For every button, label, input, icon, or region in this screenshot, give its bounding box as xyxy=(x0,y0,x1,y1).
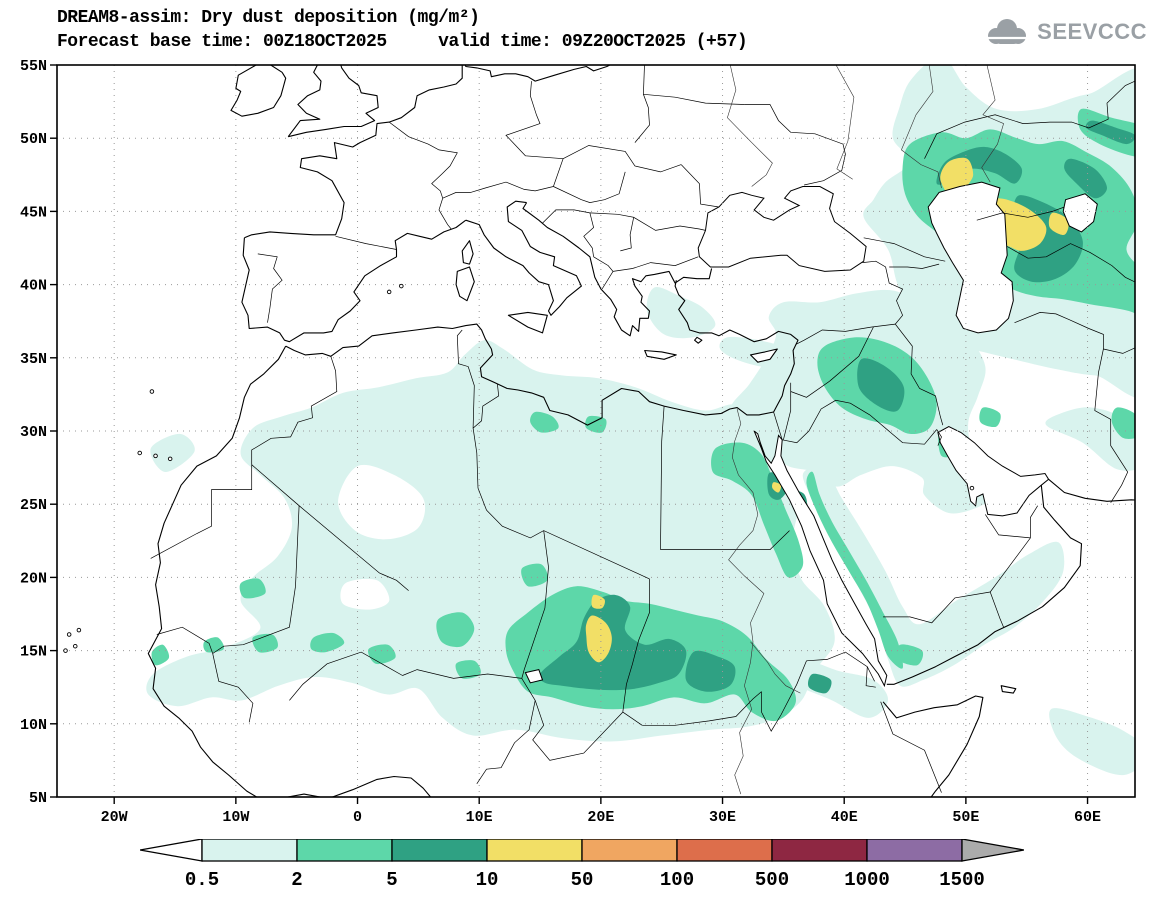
water-bodies xyxy=(524,181,1098,688)
rivers xyxy=(727,65,1004,795)
colorbar-segment xyxy=(866,839,963,862)
lat-label: 55N xyxy=(20,58,47,75)
lon-label: 50E xyxy=(952,809,979,826)
lat-label: 10N xyxy=(20,717,47,734)
legend-value: 2 xyxy=(291,869,302,891)
logo-text: SEEVCCC xyxy=(1037,19,1147,44)
colorbar-arrow-above xyxy=(961,839,1024,862)
lon-label: 40E xyxy=(831,809,858,826)
colorbar-segment xyxy=(201,839,298,862)
lon-label: 20W xyxy=(101,809,128,826)
seevccc-logo: SEEVCCC xyxy=(984,18,1147,46)
colorbar-segment xyxy=(391,839,488,862)
colorbar-segment xyxy=(676,839,773,862)
colorbar-segment xyxy=(771,839,868,862)
lat-label: 40N xyxy=(20,278,47,295)
lon-label: 30E xyxy=(709,809,736,826)
colorbar-segment xyxy=(486,839,583,862)
legend-value: 100 xyxy=(660,869,694,891)
legend-value: 1500 xyxy=(939,869,985,891)
legend-value: 500 xyxy=(755,869,789,891)
page-title: DREAM8-assim: Dry dust deposition (mg/m²… xyxy=(57,8,480,28)
lon-label: 20E xyxy=(587,809,614,826)
lat-label: 20N xyxy=(20,570,47,587)
lat-label: 30N xyxy=(20,424,47,441)
legend-value: 50 xyxy=(571,869,594,891)
colorbar-segment xyxy=(581,839,678,862)
legend-value: 1000 xyxy=(844,869,890,891)
legend-value: 0.5 xyxy=(185,869,219,891)
lat-label: 25N xyxy=(20,497,47,514)
cloud-icon xyxy=(987,19,1028,44)
legend-value: 5 xyxy=(386,869,397,891)
colorbar-segment xyxy=(296,839,393,862)
legend-value: 10 xyxy=(476,869,499,891)
lon-label: 0 xyxy=(353,809,362,826)
dust-shading xyxy=(146,65,1135,776)
lon-label: 10E xyxy=(466,809,493,826)
lat-label: 15N xyxy=(20,644,47,661)
colorbar-arrow-below xyxy=(140,839,203,862)
lon-label: 10W xyxy=(222,809,249,826)
page-subtitle: Forecast base time: 00Z18OCT2025 valid t… xyxy=(57,32,748,52)
header: DREAM8-assim: Dry dust deposition (mg/m²… xyxy=(57,6,748,54)
lat-label: 45N xyxy=(20,204,47,221)
colorbar-legend: 0.5 2 5 10 50 100 500 1000 1500 xyxy=(140,839,1024,891)
country-borders xyxy=(150,65,1135,793)
lon-label: 60E xyxy=(1074,809,1101,826)
lat-label: 5N xyxy=(29,790,47,807)
lat-label: 50N xyxy=(20,131,47,148)
coastlines xyxy=(63,65,1135,797)
lat-label: 35N xyxy=(20,351,47,368)
grid xyxy=(57,65,1135,797)
